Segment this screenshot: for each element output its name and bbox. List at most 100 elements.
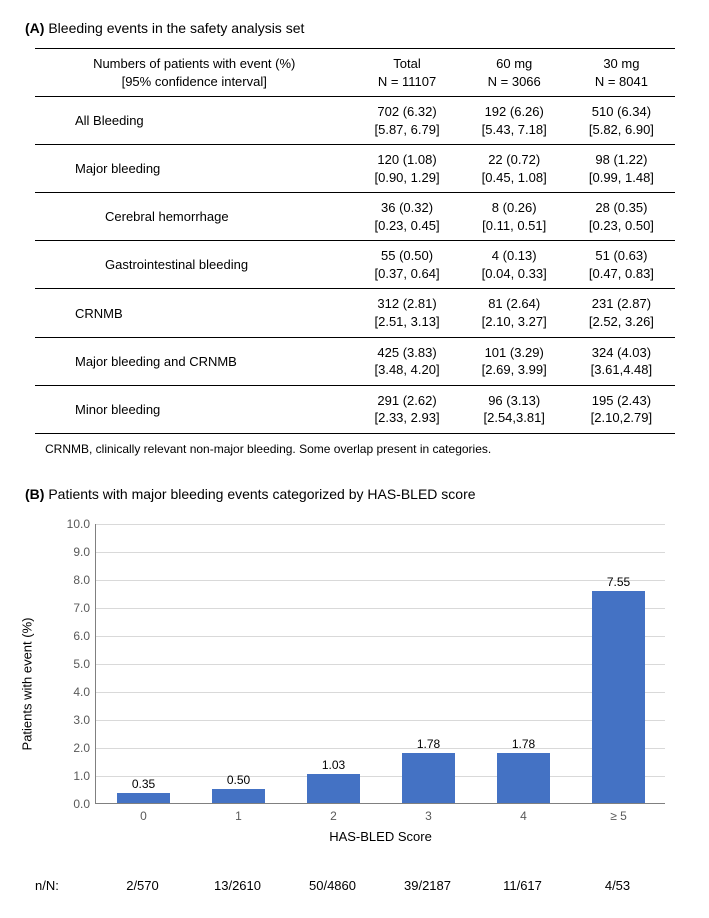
table-cell: 195 (2.43)[2.10,2.79]	[568, 385, 675, 433]
table-footnote: CRNMB, clinically relevant non-major ble…	[45, 442, 684, 456]
cell-ci: [2.54,3.81]	[465, 409, 564, 427]
y-tick: 2.0	[73, 741, 96, 755]
table-cell: CRNMB	[35, 289, 353, 337]
table-cell: 192 (6.26)[5.43, 7.18]	[461, 97, 568, 145]
table-cell: 96 (3.13)[2.54,3.81]	[461, 385, 568, 433]
y-tick: 1.0	[73, 769, 96, 783]
nn-cell: 11/617	[475, 878, 570, 893]
table-cell: 55 (0.50)[0.37, 0.64]	[353, 241, 460, 289]
cell-value: 312 (2.81)	[357, 295, 456, 313]
panel-a-title: (A) Bleeding events in the safety analys…	[25, 20, 684, 36]
y-axis-label: Patients with event (%)	[20, 617, 35, 750]
y-tick: 0.0	[73, 797, 96, 811]
table-cell: 22 (0.72)[0.45, 1.08]	[461, 145, 568, 193]
cell-value: 195 (2.43)	[572, 392, 671, 410]
x-tick: 4	[520, 803, 527, 823]
table-row: Major bleeding and CRNMB425 (3.83)[3.48,…	[35, 337, 675, 385]
table-cell: 51 (0.63)[0.47, 0.83]	[568, 241, 675, 289]
grid-line	[96, 608, 665, 609]
table-row: CRNMB312 (2.81)[2.51, 3.13] 81 (2.64)[2.1…	[35, 289, 675, 337]
cell-value: 231 (2.87)	[572, 295, 671, 313]
table-cell: 510 (6.34)[5.82, 6.90]	[568, 97, 675, 145]
cell-ci: [5.82, 6.90]	[572, 121, 671, 139]
y-tick: 3.0	[73, 713, 96, 727]
bar	[497, 753, 549, 803]
x-tick: 0	[140, 803, 147, 823]
cell-value: 51 (0.63)	[572, 247, 671, 265]
cell-value: 98 (1.22)	[572, 151, 671, 169]
table-cell: Major bleeding and CRNMB	[35, 337, 353, 385]
cell-ci: [5.87, 6.79]	[357, 121, 456, 139]
bar-value-label: 1.03	[322, 758, 345, 772]
cell-ci: [0.23, 0.45]	[357, 217, 456, 235]
cell-value: 510 (6.34)	[572, 103, 671, 121]
th-col3-l2: N = 3066	[465, 73, 564, 91]
cell-value: 291 (2.62)	[357, 392, 456, 410]
th-col2-l2: N = 11107	[357, 73, 456, 91]
panel-a-text: Bleeding events in the safety analysis s…	[48, 20, 304, 36]
table-cell: Minor bleeding	[35, 385, 353, 433]
th-col1-l2: [95% confidence interval]	[39, 73, 349, 91]
cell-value: 81 (2.64)	[465, 295, 564, 313]
x-axis-label: HAS-BLED Score	[329, 803, 432, 844]
table-cell: Major bleeding	[35, 145, 353, 193]
cell-value: 120 (1.08)	[357, 151, 456, 169]
th-col1-l1: Numbers of patients with event (%)	[39, 55, 349, 73]
cell-ci: [0.90, 1.29]	[357, 169, 456, 187]
table-cell: 101 (3.29)[2.69, 3.99]	[461, 337, 568, 385]
table-cell: 231 (2.87)[2.52, 3.26]	[568, 289, 675, 337]
grid-line	[96, 720, 665, 721]
table-row: Minor bleeding291 (2.62)[2.33, 2.93] 96 (…	[35, 385, 675, 433]
grid-line	[96, 776, 665, 777]
y-tick: 9.0	[73, 545, 96, 559]
cell-ci: [2.33, 2.93]	[357, 409, 456, 427]
bar-value-label: 1.78	[512, 737, 535, 751]
cell-ci: [0.23, 0.50]	[572, 217, 671, 235]
cell-value: 96 (3.13)	[465, 392, 564, 410]
x-tick: ≥ 5	[610, 803, 627, 823]
cell-value: 36 (0.32)	[357, 199, 456, 217]
cell-ci: [3.61,4.48]	[572, 361, 671, 379]
cell-value: 101 (3.29)	[465, 344, 564, 362]
th-col4: 30 mg N = 8041	[568, 49, 675, 97]
bleeding-table: Numbers of patients with event (%) [95% …	[35, 48, 675, 434]
bar	[592, 591, 644, 802]
th-col1: Numbers of patients with event (%) [95% …	[35, 49, 353, 97]
x-tick: 1	[235, 803, 242, 823]
cell-value: 22 (0.72)	[465, 151, 564, 169]
nn-cell: 13/2610	[190, 878, 285, 893]
cell-ci: [2.69, 3.99]	[465, 361, 564, 379]
table-row: Major bleeding120 (1.08)[0.90, 1.29]22 (…	[35, 145, 675, 193]
th-col3: 60 mg N = 3066	[461, 49, 568, 97]
chart-container: Patients with event (%) HAS-BLED Score 0…	[45, 514, 685, 854]
cell-ci: [2.10,2.79]	[572, 409, 671, 427]
y-tick: 5.0	[73, 657, 96, 671]
table-cell: 28 (0.35)[0.23, 0.50]	[568, 193, 675, 241]
bar	[212, 789, 264, 803]
table-cell: 36 (0.32)[0.23, 0.45]	[353, 193, 460, 241]
bar	[402, 753, 454, 803]
panel-b-prefix: (B)	[25, 486, 44, 502]
cell-ci: [0.47, 0.83]	[572, 265, 671, 283]
cell-value: 4 (0.13)	[465, 247, 564, 265]
table-cell: 8 (0.26)[0.11, 0.51]	[461, 193, 568, 241]
nn-cell: 2/570	[95, 878, 190, 893]
plot-area: HAS-BLED Score 0.01.02.03.04.05.06.07.08…	[95, 524, 665, 804]
grid-line	[96, 552, 665, 553]
nn-cell: 39/2187	[380, 878, 475, 893]
grid-line	[96, 692, 665, 693]
grid-line	[96, 636, 665, 637]
grid-line	[96, 524, 665, 525]
th-col4-l1: 30 mg	[572, 55, 671, 73]
cell-value: 425 (3.83)	[357, 344, 456, 362]
table-cell: 120 (1.08)[0.90, 1.29]	[353, 145, 460, 193]
grid-line	[96, 580, 665, 581]
cell-value: 28 (0.35)	[572, 199, 671, 217]
bar	[117, 793, 169, 803]
cell-ci: [2.10, 3.27]	[465, 313, 564, 331]
bar-value-label: 1.78	[417, 737, 440, 751]
table-cell: 312 (2.81)[2.51, 3.13]	[353, 289, 460, 337]
table-cell: 98 (1.22)[0.99, 1.48]	[568, 145, 675, 193]
cell-value: 8 (0.26)	[465, 199, 564, 217]
table-row: All Bleeding702 (6.32)[5.87, 6.79]192 (6…	[35, 97, 675, 145]
